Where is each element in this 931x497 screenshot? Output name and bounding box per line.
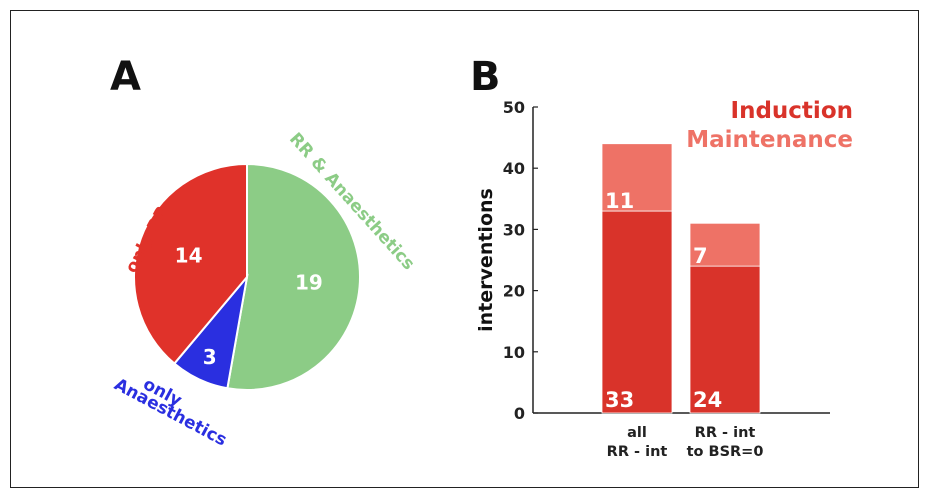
legend-induction: Induction xyxy=(731,98,853,124)
pie-chart: 19 3 14 xyxy=(133,162,361,391)
bar-value-maintenance-0: 11 xyxy=(605,189,634,213)
legend-maintenance: Maintenance xyxy=(686,127,853,153)
panel-b-letter: B xyxy=(470,54,501,100)
bar-chart: 0 10 20 30 40 50 33 11 all RR - int 24 7 RR - int to … xyxy=(503,98,830,460)
category-label-0-line2: RR - int xyxy=(607,444,668,460)
y-tick-label: 0 xyxy=(514,404,525,423)
y-tick-label: 10 xyxy=(503,343,525,362)
bar-induction-0 xyxy=(601,210,673,414)
slice-value-rr-and-anaesthetics: 19 xyxy=(295,270,323,294)
y-tick-label: 50 xyxy=(503,98,525,117)
slice-value-only-anaesthetics: 3 xyxy=(203,345,217,369)
bar-induction-1 xyxy=(689,265,761,414)
y-tick-label: 30 xyxy=(503,220,525,239)
category-label-1-line2: to BSR=0 xyxy=(687,444,764,460)
panel-a-letter: A xyxy=(110,54,141,100)
bar-value-induction-1: 24 xyxy=(693,388,722,412)
bar-maintenance-1 xyxy=(689,222,761,267)
category-label-0-line1: all xyxy=(627,425,647,441)
category-label-1-line1: RR - int xyxy=(695,425,756,441)
slice-rr-and-anaesthetics xyxy=(226,162,361,391)
bar-maintenance-0 xyxy=(601,143,673,212)
bar-value-maintenance-1: 7 xyxy=(693,244,708,268)
y-tick-label: 20 xyxy=(503,282,525,301)
bar-value-induction-0: 33 xyxy=(605,388,634,412)
y-tick-label: 40 xyxy=(503,159,525,178)
y-axis-label: interventions xyxy=(475,188,497,332)
slice-value-only-rr: 14 xyxy=(175,244,203,268)
slice-only-rr xyxy=(133,162,248,365)
